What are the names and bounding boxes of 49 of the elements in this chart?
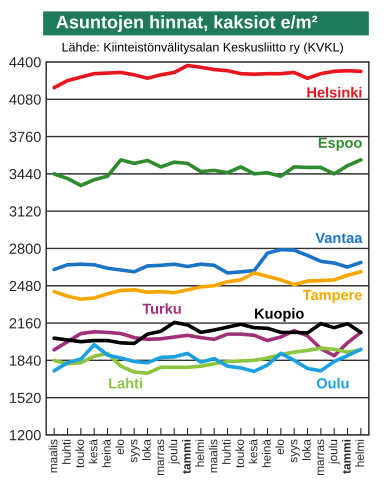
- series-label: Oulu: [316, 378, 349, 388]
- x-tick-label: elo: [275, 440, 284, 454]
- x-tick-label: joulu: [328, 440, 340, 464]
- y-tick-label: 1200: [10, 430, 41, 440]
- series-label: Tampere: [302, 290, 362, 303]
- x-tick-label: helmi: [355, 440, 364, 466]
- x-tick-label: kesä: [248, 439, 258, 464]
- y-tick-label: 2160: [10, 318, 41, 328]
- chart-title: Asuntojen hinnat, kaksiot e/m²: [56, 15, 318, 32]
- x-tick-label: loka: [302, 439, 311, 460]
- x-tick-label: tammi: [182, 440, 191, 474]
- y-tick-label: 1520: [10, 392, 41, 404]
- y-tick-label: 2800: [10, 244, 41, 254]
- x-tick-label: marras: [318, 440, 324, 476]
- series-label: Kuopio: [255, 308, 304, 322]
- y-tick-label: 2480: [10, 280, 41, 292]
- x-tick-label: touko: [235, 440, 244, 468]
- x-tick-label: marras: [158, 440, 164, 476]
- series-label: Vantaa: [315, 232, 362, 244]
- line-series: [52, 320, 363, 346]
- line-series: [52, 158, 363, 188]
- line-series: [52, 270, 363, 301]
- series-label: Lahti: [109, 378, 142, 388]
- chart-subtitle: Lähde: Kiinteistönvälitysalan Keskusliitto ry (KVKL): [62, 42, 343, 54]
- y-tick-label: 3120: [9, 206, 41, 217]
- x-tick-label: maalis: [208, 440, 218, 472]
- y-tick-label: 3760: [9, 132, 41, 142]
- series-label: Espoo: [318, 138, 362, 151]
- y-tick-label: 1840: [10, 355, 41, 366]
- y-tick-label: 4400: [9, 57, 41, 68]
- x-tick-label: huhti: [222, 440, 231, 464]
- line-series: [52, 248, 363, 275]
- series-label: Helsinki: [307, 86, 362, 98]
- x-tick-label: heinä: [102, 439, 111, 468]
- x-tick-label: joulu: [168, 440, 180, 464]
- x-tick-label: elo: [115, 440, 124, 454]
- series-label: Turku: [142, 303, 181, 314]
- x-tick-label: heinä: [262, 439, 271, 468]
- y-tick-label: 4080: [9, 94, 41, 105]
- y-tick-label: 3440: [9, 168, 41, 180]
- x-tick-label: touko: [75, 440, 84, 468]
- x-tick-label: maalis: [48, 440, 58, 472]
- x-tick-label: kesä: [88, 439, 98, 464]
- x-tick-label: loka: [142, 439, 151, 460]
- x-tick-label: syys: [290, 440, 300, 462]
- x-tick-label: huhti: [62, 440, 71, 464]
- x-tick-label: helmi: [195, 440, 204, 466]
- x-tick-label: tammi: [342, 440, 351, 474]
- x-tick-label: syys: [130, 440, 140, 462]
